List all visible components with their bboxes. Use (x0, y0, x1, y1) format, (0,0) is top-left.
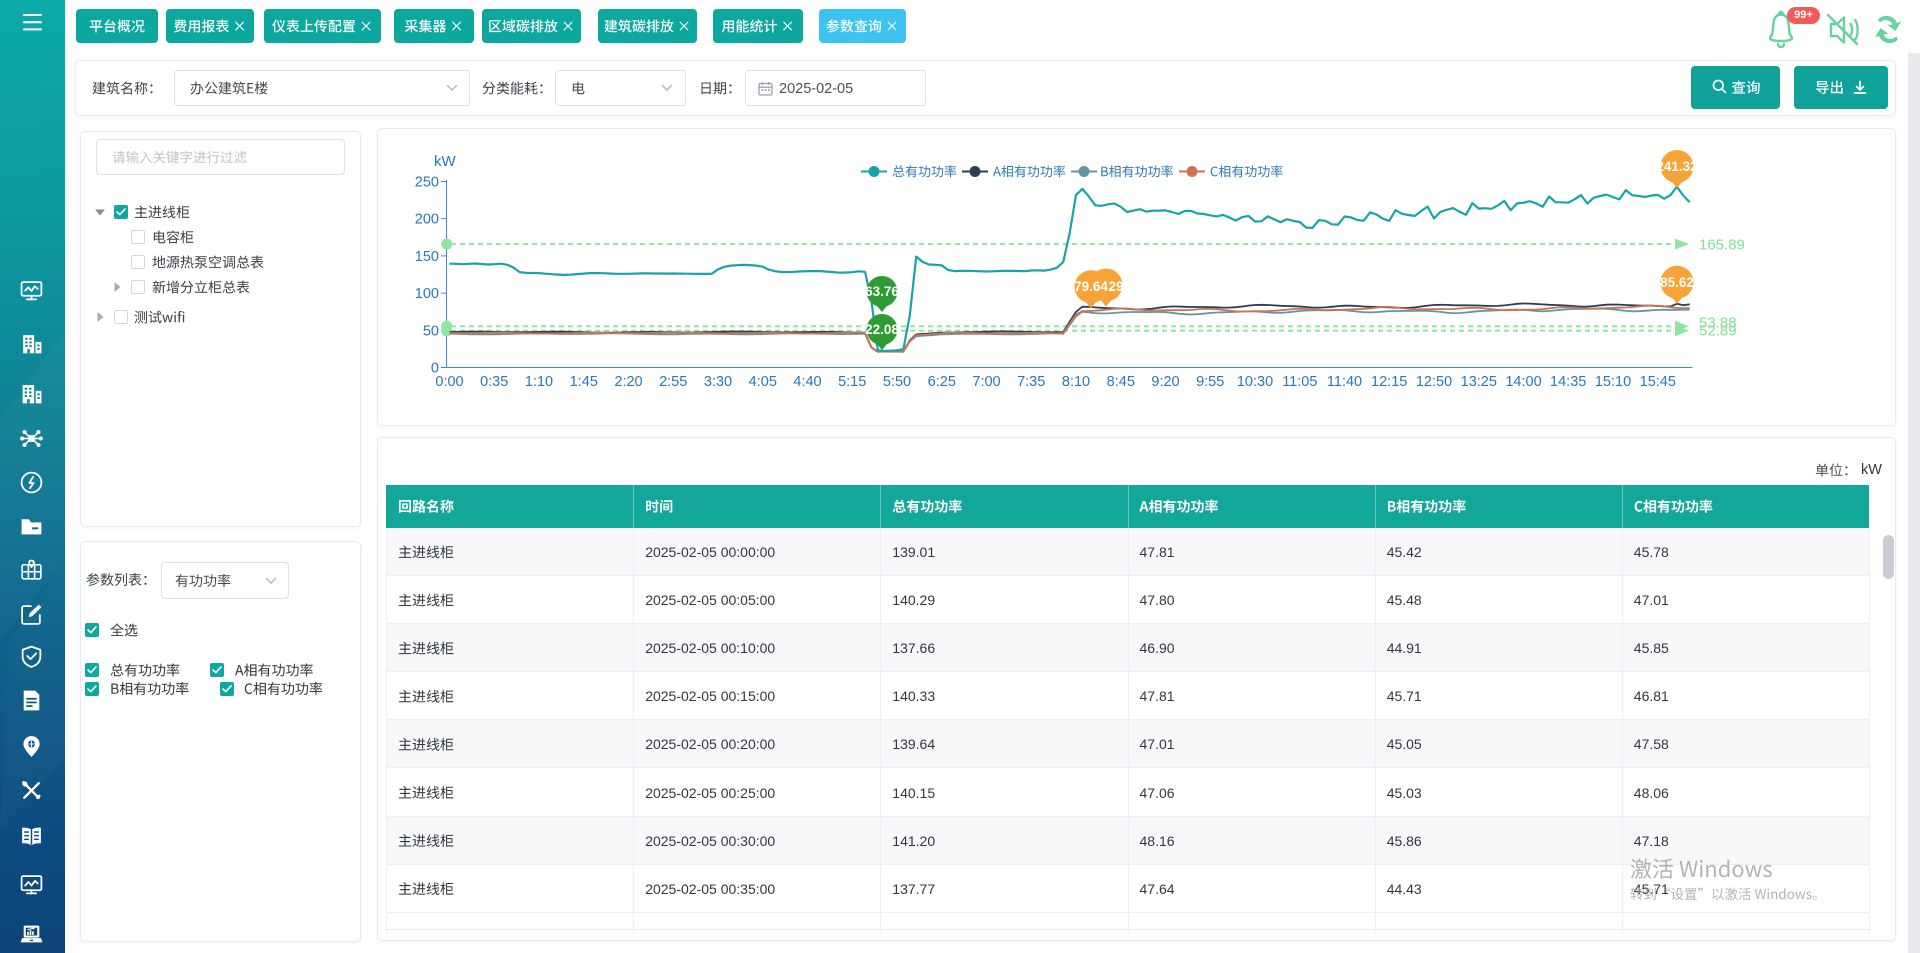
svg-text:53.88: 53.88 (1699, 315, 1737, 332)
svg-text:22.08: 22.08 (865, 322, 899, 337)
svg-text:29: 29 (1109, 279, 1124, 294)
svg-text:0:00: 0:00 (435, 374, 463, 390)
svg-text:50: 50 (423, 323, 439, 339)
svg-text:8:10: 8:10 (1062, 374, 1090, 390)
svg-text:7:35: 7:35 (1017, 374, 1045, 390)
svg-text:52.89: 52.89 (1699, 323, 1737, 340)
svg-text:0:35: 0:35 (480, 374, 508, 390)
svg-text:15:45: 15:45 (1640, 374, 1676, 390)
svg-text:8:45: 8:45 (1107, 374, 1135, 390)
svg-text:6:25: 6:25 (928, 374, 956, 390)
svg-text:1:45: 1:45 (570, 374, 598, 390)
svg-text:2:20: 2:20 (614, 374, 642, 390)
svg-text:200: 200 (415, 212, 439, 228)
svg-text:5:50: 5:50 (883, 374, 911, 390)
svg-text:15:10: 15:10 (1595, 374, 1631, 390)
svg-text:63.76: 63.76 (865, 284, 899, 299)
svg-text:12:50: 12:50 (1416, 374, 1452, 390)
svg-text:11:40: 11:40 (1327, 374, 1362, 390)
svg-text:85.62: 85.62 (1660, 275, 1694, 290)
svg-text:0: 0 (431, 361, 439, 377)
svg-text:2:55: 2:55 (659, 374, 687, 390)
svg-text:79.64: 79.64 (1074, 279, 1108, 294)
svg-text:13:25: 13:25 (1461, 374, 1497, 390)
svg-text:4:40: 4:40 (793, 374, 821, 390)
svg-text:5:15: 5:15 (838, 374, 866, 390)
svg-text:7:00: 7:00 (972, 374, 1000, 390)
svg-text:3:30: 3:30 (704, 374, 732, 390)
svg-text:kW: kW (434, 153, 457, 170)
svg-text:150: 150 (415, 249, 439, 265)
svg-text:9:55: 9:55 (1196, 374, 1224, 390)
svg-text:14:35: 14:35 (1550, 374, 1586, 390)
svg-text:1:10: 1:10 (525, 374, 553, 390)
svg-text:241.32: 241.32 (1656, 159, 1697, 174)
svg-text:14:00: 14:00 (1505, 374, 1541, 390)
svg-text:12:15: 12:15 (1371, 374, 1407, 390)
svg-text:10:30: 10:30 (1237, 374, 1273, 390)
svg-text:11:05: 11:05 (1282, 374, 1317, 390)
svg-text:9:20: 9:20 (1151, 374, 1179, 390)
svg-text:250: 250 (415, 175, 439, 191)
svg-text:100: 100 (415, 286, 439, 302)
svg-text:4:05: 4:05 (749, 374, 777, 390)
svg-text:165.89: 165.89 (1699, 237, 1745, 254)
